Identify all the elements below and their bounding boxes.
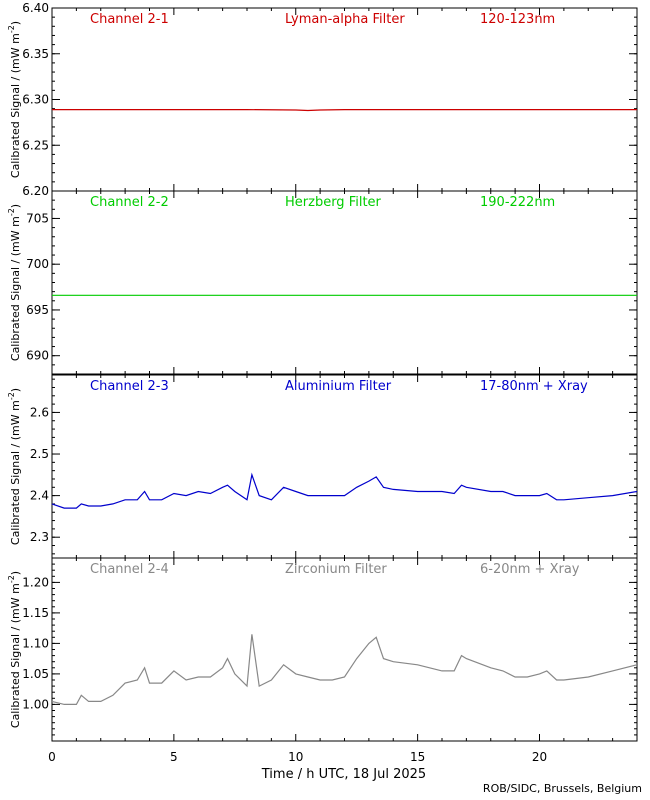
y-tick-label: 1.00 [22, 697, 49, 711]
panel-frame [51, 7, 638, 192]
x-tick-label: 20 [532, 750, 547, 764]
band-label: 6-20nm + Xray [480, 562, 580, 577]
band-label: 190-222nm [480, 195, 555, 210]
panel-frame [51, 374, 638, 559]
y-tick-label: 6.20 [22, 184, 49, 198]
panel-frame [51, 190, 638, 375]
channel-label: Channel 2-4 [90, 562, 169, 577]
filter-label: Lyman-alpha Filter [285, 12, 405, 27]
y-tick-label: 1.20 [22, 575, 49, 589]
credit-label: ROB/SIDC, Brussels, Belgium [483, 782, 642, 795]
y-tick-label: 700 [26, 257, 49, 271]
series-line [51, 634, 638, 705]
y-tick-label: 695 [26, 303, 49, 317]
y-tick-label: 6.30 [22, 93, 49, 107]
y-axis-label: Calibrated Signal / (mW m-2) [7, 388, 22, 545]
y-axis-label: Calibrated Signal / (mW m-2) [7, 571, 22, 728]
band-label: 17-80nm + Xray [480, 379, 588, 394]
y-tick-label: 6.25 [22, 138, 49, 152]
panel-frame [51, 557, 638, 742]
y-tick-label: 690 [26, 349, 49, 363]
x-tick-label: 10 [288, 750, 303, 764]
y-tick-label: 2.3 [30, 530, 49, 544]
panel-3: 2.3 2.4 2.5 2.6 Calibrated Signal / (mW m-2)… [7, 374, 638, 559]
panel-2: 690 695 700 705 Calibrated Signal / (mW m-2)… [7, 190, 638, 375]
x-tick-label: 0 [48, 750, 56, 764]
x-axis-label: Time / h UTC, 18 Jul 2025 [261, 767, 426, 782]
channel-label: Channel 2-3 [90, 379, 169, 394]
y-tick-label: 1.05 [22, 667, 49, 681]
y-tick-label: 6.40 [22, 1, 49, 15]
x-tick-label: 15 [410, 750, 425, 764]
series-line [51, 472, 638, 509]
series-line [52, 109, 637, 112]
y-tick-label: 1.15 [22, 606, 49, 620]
y-tick-label: 2.6 [30, 405, 49, 419]
y-tick-label: 6.35 [22, 47, 49, 61]
x-axis: 0 5 10 15 20 [48, 750, 547, 764]
x-tick-label: 5 [170, 750, 178, 764]
band-label: 120-123nm [480, 12, 555, 27]
y-tick-label: 2.4 [30, 489, 49, 503]
y-tick-label: 1.10 [22, 636, 49, 650]
y-axis-label: Calibrated Signal / (mW m-2) [7, 21, 22, 178]
channel-label: Channel 2-1 [90, 12, 169, 27]
filter-label: Zirconium Filter [285, 562, 387, 577]
filter-label: Herzberg Filter [285, 195, 382, 210]
y-tick-label: 2.5 [30, 447, 49, 461]
y-tick-label: 705 [26, 211, 49, 225]
channel-label: Channel 2-2 [90, 195, 169, 210]
filter-label: Aluminium Filter [285, 379, 392, 394]
y-axis-label: Calibrated Signal / (mW m-2) [7, 204, 22, 361]
